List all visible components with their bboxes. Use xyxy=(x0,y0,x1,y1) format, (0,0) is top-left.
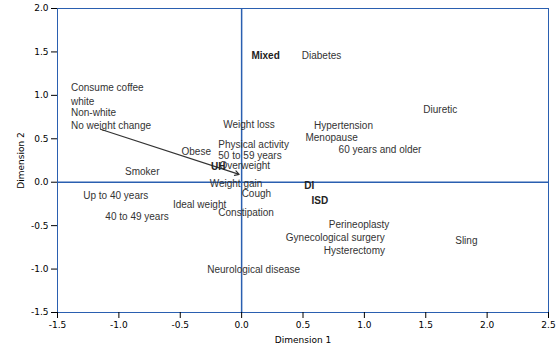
svg-text:2.5: 2.5 xyxy=(541,320,555,330)
svg-text:2.0: 2.0 xyxy=(480,320,495,330)
svg-text:1.0: 1.0 xyxy=(34,90,49,100)
svg-text:Diabetes: Diabetes xyxy=(302,50,341,61)
svg-text:Cough: Cough xyxy=(242,188,271,199)
svg-text:Obese: Obese xyxy=(181,146,211,157)
svg-text:-1.5: -1.5 xyxy=(49,320,67,330)
svg-text:ISD: ISD xyxy=(312,195,329,206)
svg-text:-1.0: -1.0 xyxy=(110,320,128,330)
svg-text:-0.5: -0.5 xyxy=(31,221,49,231)
svg-text:Gynecological surgery: Gynecological surgery xyxy=(286,232,385,243)
svg-text:Constipation: Constipation xyxy=(218,207,274,218)
svg-text:Hysterectomy: Hysterectomy xyxy=(324,245,385,256)
svg-text:40 to 49 years: 40 to 49 years xyxy=(105,211,168,222)
svg-text:1.0: 1.0 xyxy=(357,320,372,330)
svg-text:Hypertension: Hypertension xyxy=(314,120,373,131)
svg-text:Consume coffee: Consume coffee xyxy=(71,82,144,93)
svg-text:Non-white: Non-white xyxy=(71,107,116,118)
svg-text:white: white xyxy=(70,96,95,107)
svg-text:2.0: 2.0 xyxy=(34,3,49,13)
svg-text:Ideal weight: Ideal weight xyxy=(172,199,227,210)
svg-text:Dimension 1: Dimension 1 xyxy=(275,335,331,345)
svg-text:-0.5: -0.5 xyxy=(171,320,189,330)
svg-text:Diuretic: Diuretic xyxy=(423,104,457,115)
svg-text:Physical activity: Physical activity xyxy=(218,139,289,150)
svg-text:Smoker: Smoker xyxy=(125,166,160,177)
svg-text:Dimension 2: Dimension 2 xyxy=(16,132,26,188)
svg-text:-1.5: -1.5 xyxy=(31,307,49,317)
svg-text:0.5: 0.5 xyxy=(296,320,310,330)
svg-text:0.0: 0.0 xyxy=(34,177,49,187)
svg-text:Mixed: Mixed xyxy=(251,50,279,61)
svg-text:Sling: Sling xyxy=(455,235,477,246)
svg-text:50 to 59 years: 50 to 59 years xyxy=(218,150,282,162)
svg-text:No weight change: No weight change xyxy=(71,120,151,131)
svg-text:Weight loss: Weight loss xyxy=(223,119,275,130)
svg-text:Neurological disease: Neurological disease xyxy=(207,264,300,275)
svg-text:Up to 40 years: Up to 40 years xyxy=(83,190,148,201)
svg-text:DI: DI xyxy=(304,180,314,191)
svg-text:1.5: 1.5 xyxy=(34,47,48,57)
svg-text:1.5: 1.5 xyxy=(419,320,433,330)
svg-text:Overweight: Overweight xyxy=(220,160,271,171)
svg-text:Weight gain: Weight gain xyxy=(209,178,263,190)
svg-text:Perineoplasty: Perineoplasty xyxy=(329,219,390,230)
svg-text:0.0: 0.0 xyxy=(234,320,249,330)
svg-text:UH: UH xyxy=(211,161,225,172)
svg-text:60 years and older: 60 years and older xyxy=(339,144,423,155)
svg-text:Menopause: Menopause xyxy=(305,132,358,143)
svg-text:-1.0: -1.0 xyxy=(31,264,49,274)
svg-text:0.5: 0.5 xyxy=(34,134,48,144)
